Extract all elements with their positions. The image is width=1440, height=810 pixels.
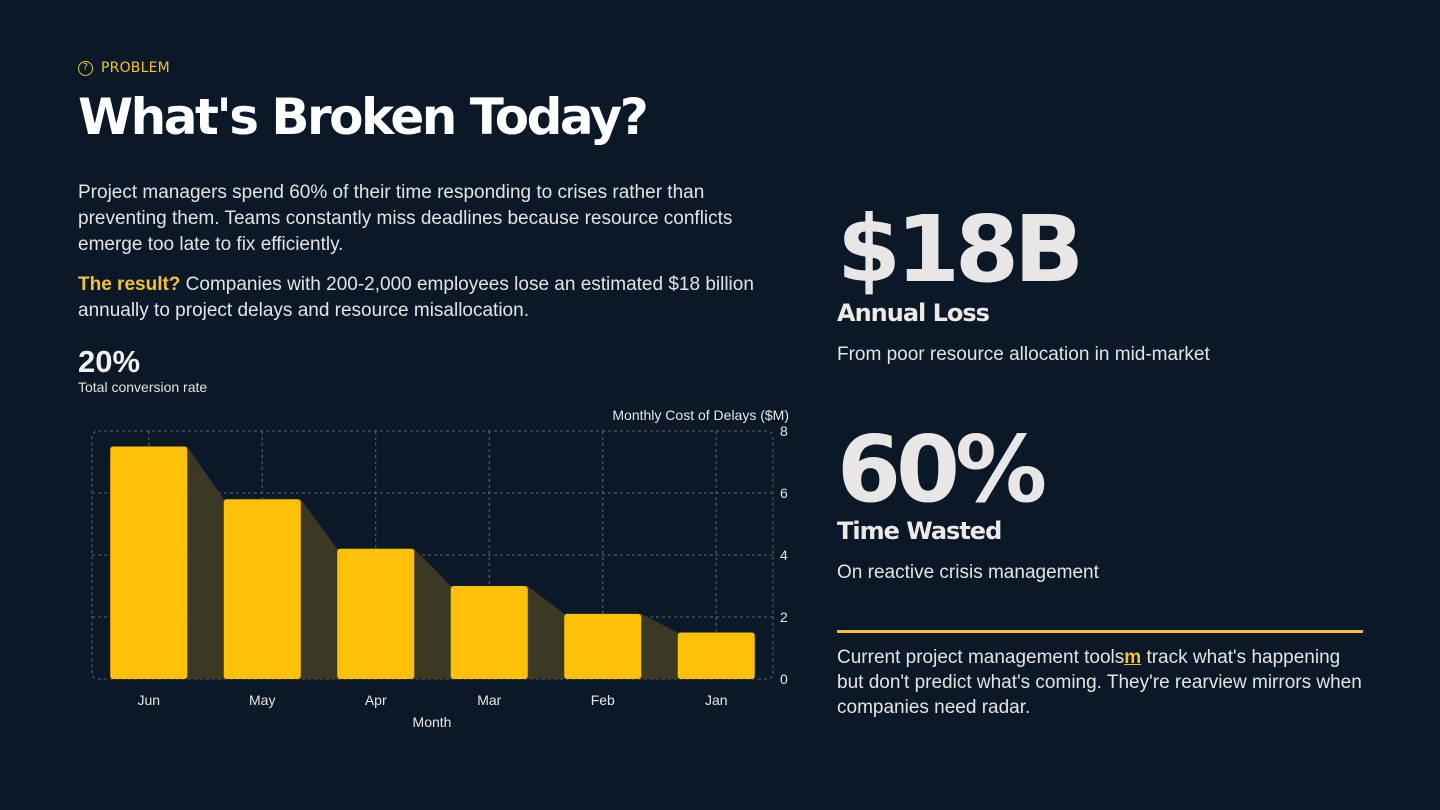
section-eyebrow: ? PROBLEM bbox=[78, 60, 170, 76]
chart-bar-apr bbox=[337, 548, 415, 679]
stat-annual-loss-subtitle: From poor resource allocation in mid-mar… bbox=[837, 344, 1210, 365]
y-tick-label: 6 bbox=[780, 485, 788, 501]
chart-area-layer bbox=[110, 446, 755, 679]
chart-bars-layer bbox=[110, 446, 755, 679]
stat-time-wasted-title: Time Wasted bbox=[837, 517, 1002, 545]
stat-annual-loss-title: Annual Loss bbox=[837, 299, 990, 327]
result-lead: The result? bbox=[78, 274, 181, 295]
chart-x-axis-label: Month bbox=[413, 714, 452, 730]
stat-time-wasted-subtitle: On reactive crisis management bbox=[837, 562, 1099, 583]
kpi-value: 20% bbox=[78, 344, 141, 379]
x-tick-label: Apr bbox=[365, 692, 387, 708]
quote-part-1: Current project management tools bbox=[837, 647, 1125, 668]
stat-annual-loss-value: $18B bbox=[837, 196, 1084, 303]
chart-area-shadow bbox=[110, 446, 755, 679]
y-tick-label: 8 bbox=[780, 423, 788, 439]
quote-part-2: track what's happening but don't predict… bbox=[837, 647, 1362, 718]
result-paragraph: The result? Companies with 200-2,000 emp… bbox=[78, 272, 798, 324]
x-tick-label: Mar bbox=[477, 692, 501, 708]
result-text: Companies with 200-2,000 employees lose … bbox=[78, 274, 754, 321]
intro-paragraph: Project managers spend 60% of their time… bbox=[78, 182, 733, 255]
accent-divider bbox=[837, 630, 1363, 633]
chart-bar-may bbox=[223, 499, 301, 679]
x-tick-label: Jun bbox=[137, 692, 160, 708]
chart-bar-jun bbox=[110, 446, 188, 679]
question-circle-icon: ? bbox=[78, 60, 93, 76]
y-tick-label: 0 bbox=[780, 671, 788, 687]
closing-quote: Current project management toolsm track … bbox=[837, 645, 1367, 720]
y-tick-label: 2 bbox=[780, 609, 788, 625]
quote-highlight: m bbox=[1124, 647, 1142, 668]
x-tick-label: May bbox=[249, 692, 275, 708]
stat-time-wasted-value: 60% bbox=[837, 416, 1047, 523]
eyebrow-label: PROBLEM bbox=[101, 60, 170, 76]
chart-ticks-layer: Jun May Apr Mar Feb Jan 0 2 4 6 8 bbox=[137, 423, 788, 708]
chart-title: Monthly Cost of Delays ($M) bbox=[612, 407, 789, 423]
kpi-label: Total conversion rate bbox=[78, 379, 208, 395]
chart-bar-mar bbox=[450, 586, 528, 679]
x-tick-label: Feb bbox=[591, 692, 615, 708]
chart-bar-feb bbox=[564, 613, 642, 679]
chart-bar-jan bbox=[677, 632, 755, 679]
y-tick-label: 4 bbox=[780, 547, 788, 563]
x-tick-label: Jan bbox=[705, 692, 728, 708]
page-title: What's Broken Today? bbox=[78, 88, 649, 146]
